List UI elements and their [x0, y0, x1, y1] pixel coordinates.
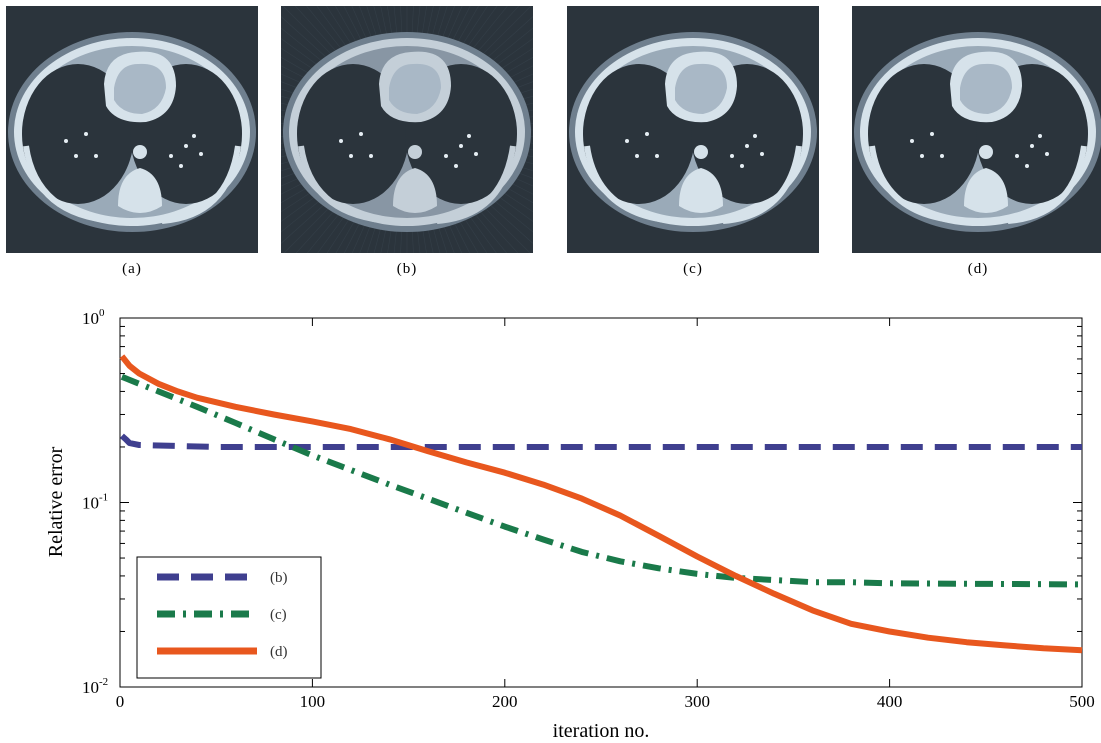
series-line-d	[119, 354, 1083, 654]
legend-label-c: (c)	[270, 607, 287, 623]
y-tick-label-0: 100	[82, 307, 105, 328]
series-line-c	[120, 374, 1083, 588]
panel-label-c: (c)	[683, 261, 703, 277]
x-tick-label-500: 500	[1069, 692, 1095, 711]
series-line-b	[119, 433, 1082, 450]
legend-label-b: (b)	[270, 570, 288, 586]
legend-label-d: (d)	[270, 644, 288, 660]
ct-image-c	[569, 32, 817, 232]
panel-label-d: (d)	[967, 261, 989, 277]
y-tick-label-1: 10-1	[82, 492, 108, 513]
ct-panel-b	[281, 6, 533, 253]
x-tick-label-400: 400	[877, 692, 903, 711]
ct-panel-a	[6, 6, 258, 253]
ct-panel-c	[567, 6, 819, 253]
x-tick-label-0: 0	[116, 692, 125, 711]
y-tick-label-2: 10-2	[82, 676, 108, 697]
x-tick-label-200: 200	[492, 692, 518, 711]
y-axis-label: Relative error	[45, 446, 67, 557]
ct-image-a	[8, 32, 256, 232]
ct-image-d	[854, 32, 1101, 232]
x-tick-label-300: 300	[684, 692, 710, 711]
x-axis-label: iteration no.	[553, 720, 650, 742]
ct-panel-d	[852, 6, 1101, 253]
legend: (b) (c) (d)	[136, 556, 322, 679]
x-tick-label-100: 100	[300, 692, 326, 711]
panel-label-a: (a)	[122, 261, 142, 277]
panel-label-b: (b)	[396, 261, 418, 277]
ct-image-b	[281, 6, 533, 253]
relative-error-chart: 0 100 200 300 400 500 100 10-1 10-2 iteration no…	[45, 307, 1095, 742]
